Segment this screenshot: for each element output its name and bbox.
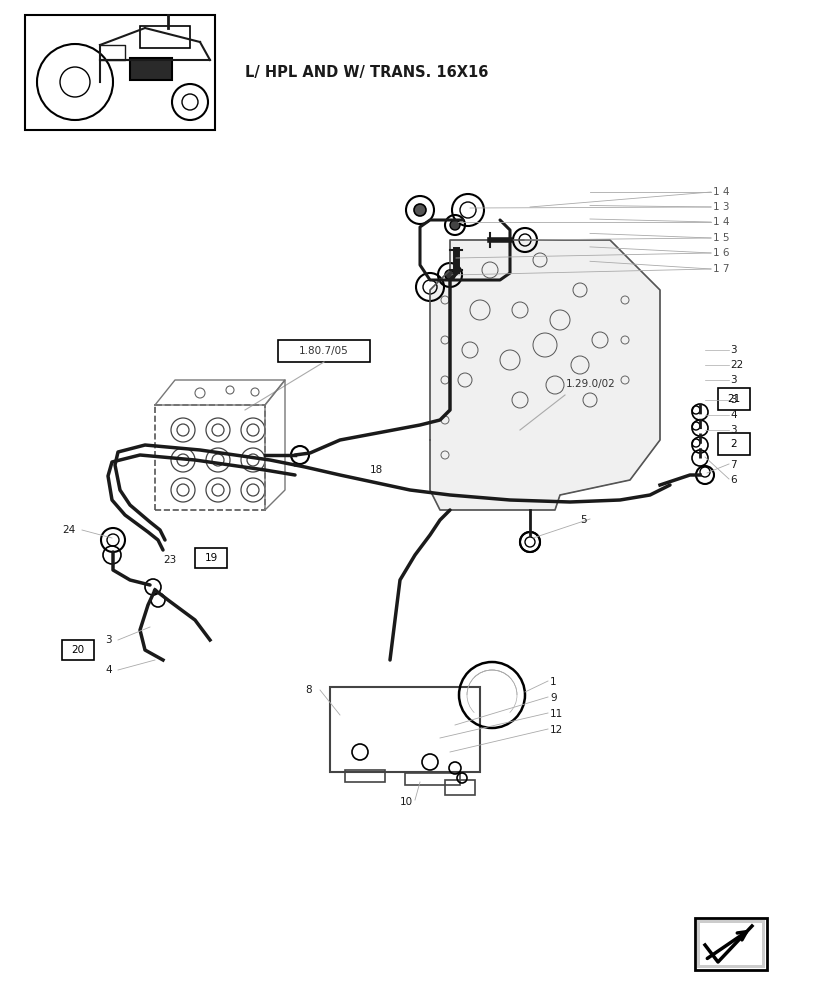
Text: 3: 3 [729,345,736,355]
Text: 5: 5 [579,515,586,525]
Bar [278,340,370,362]
Bar [544,373,636,395]
Bar [155,405,265,510]
Text: 1 4: 1 4 [712,187,729,197]
Text: 1 6: 1 6 [712,248,729,258]
Text: 3: 3 [729,425,736,435]
Text: 1 3: 1 3 [712,202,729,212]
Text: 24: 24 [62,525,75,535]
Text: 19: 19 [204,553,218,563]
Text: 3: 3 [729,395,736,405]
Text: 21: 21 [726,394,739,404]
Bar [717,433,749,455]
Text: 1.80.7/05: 1.80.7/05 [299,346,348,356]
Bar [694,918,766,970]
Text: 11: 11 [549,709,562,719]
Bar [444,780,475,795]
Text: 1.29.0/02: 1.29.0/02 [566,379,615,389]
Bar [25,15,215,130]
Bar [696,920,764,968]
Circle shape [444,270,455,280]
Bar [345,770,385,782]
Text: 7: 7 [729,460,736,470]
Text: 4: 4 [105,665,112,675]
Polygon shape [429,240,659,510]
Bar [130,58,172,80]
Bar [62,640,94,660]
Text: 3: 3 [105,635,112,645]
Text: 10: 10 [399,797,413,807]
Circle shape [449,220,460,230]
Text: 1 4: 1 4 [712,217,729,227]
Text: 3: 3 [729,375,736,385]
Text: 22: 22 [729,360,743,370]
Text: 12: 12 [549,725,562,735]
Text: 9: 9 [549,693,556,703]
Text: 8: 8 [304,685,311,695]
Circle shape [414,204,425,216]
Text: 20: 20 [71,645,84,655]
Text: 6: 6 [729,475,736,485]
Text: 2: 2 [729,439,736,449]
Text: 1 5: 1 5 [712,233,729,243]
Bar [140,26,189,48]
Text: 23: 23 [163,555,176,565]
Text: L/ HPL AND W/ TRANS. 16X16: L/ HPL AND W/ TRANS. 16X16 [245,65,488,80]
Text: 4: 4 [729,410,736,420]
Text: 18: 18 [370,465,383,475]
Text: 1: 1 [549,677,556,687]
Bar [195,548,227,568]
Bar [330,687,480,772]
Bar [699,923,761,965]
Bar [717,388,749,410]
Text: 1 7: 1 7 [712,264,729,274]
Bar [404,773,460,785]
